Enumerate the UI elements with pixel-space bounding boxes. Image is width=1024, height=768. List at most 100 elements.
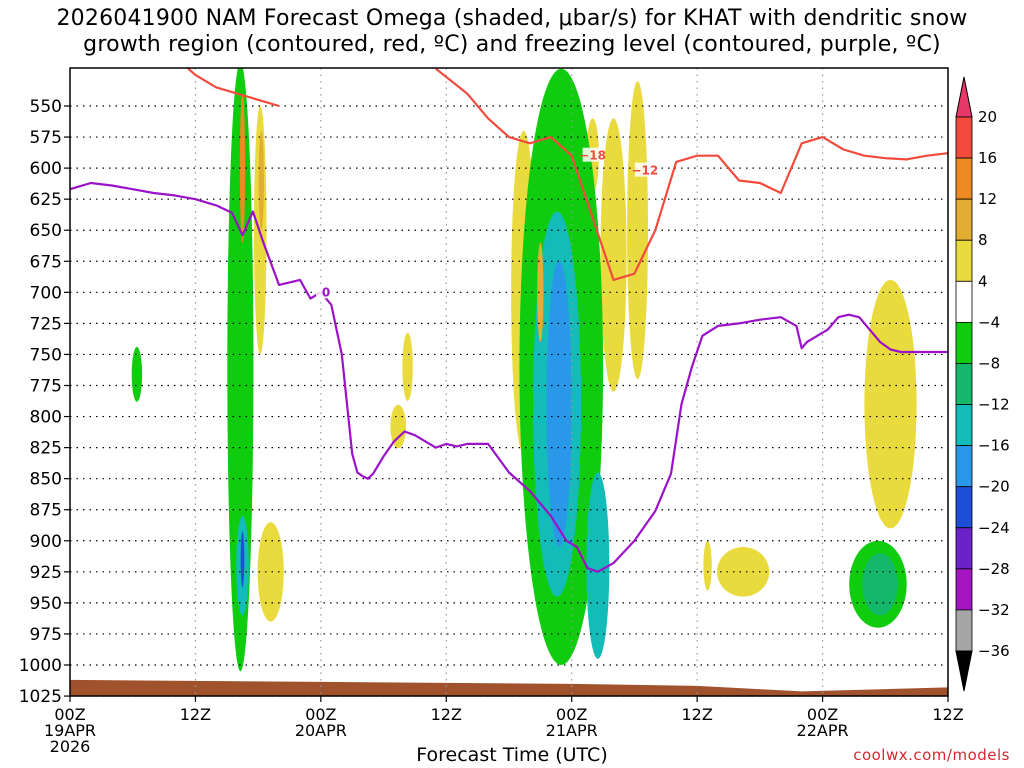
x-tick-date-24: 20APR — [295, 721, 347, 740]
x-tick-label-84: 12Z — [932, 705, 963, 724]
colorbar-label-13: −36 — [978, 642, 1010, 660]
omega-region-descent-22apr-a — [717, 546, 770, 597]
y-tick-label-875: 875 — [30, 501, 62, 521]
y-tick-label-950: 950 — [30, 594, 62, 614]
grid-layer — [70, 68, 948, 697]
colorbar-box-10 — [955, 527, 973, 570]
omega-region-ascent-max-21apr — [558, 342, 569, 442]
omega-region-descent-22apr-b — [864, 279, 917, 529]
credit-link[interactable]: coolwx.com/models — [853, 746, 1010, 764]
omega-region-descent-22apr-c — [703, 540, 712, 591]
freezing-level-contour-label-bg — [316, 284, 337, 299]
omega-region-ascent-core-22apr — [862, 553, 898, 616]
omega-region-descent-21apr-b — [600, 118, 627, 392]
y-tick-label-750: 750 — [30, 345, 62, 365]
x-tick-label-0: 00Z — [54, 705, 85, 724]
omega-shading-layer — [131, 68, 917, 672]
dgz-minus-12-contour-label: −12 — [631, 164, 658, 178]
omega-region-ascent-secondary-21apr — [586, 472, 610, 659]
y-tick-label-550: 550 — [30, 97, 62, 117]
colorbar-box-3 — [955, 239, 973, 282]
omega-region-omega-16-19apr — [239, 93, 246, 243]
colorbar-label-6: −8 — [978, 354, 1000, 372]
omega-region-descent-19apr-c — [257, 522, 284, 622]
x-tick-label-36: 12Z — [431, 705, 462, 724]
x-tick-label-12: 12Z — [180, 705, 211, 724]
omega-region-ascent-19apr-early — [131, 346, 143, 402]
omega-region-descent-21apr-c — [627, 81, 649, 380]
colorbar-box-4 — [955, 280, 973, 323]
y-tick-label-700: 700 — [30, 283, 62, 303]
y-axis: 550 575 600 625 650 675 700 725 750 775 800 825 850 8… — [19, 97, 70, 707]
dgz-minus-12-contour-label-bg — [634, 162, 655, 177]
colorbar-label-0: 20 — [978, 108, 997, 126]
colorbar-box-6 — [955, 363, 973, 405]
y-tick-label-725: 725 — [30, 314, 62, 334]
colorbar-label-1: 16 — [978, 149, 997, 167]
omega-region-descent-20apr-a — [390, 404, 407, 449]
colorbar-box-5 — [955, 321, 973, 364]
dgz-minus-18-contour-label-bg — [582, 147, 603, 162]
colorbar-box-0 — [955, 116, 973, 159]
x-tick-date-48: 21APR — [546, 721, 598, 740]
colorbar-label-7: −12 — [978, 396, 1010, 414]
omega-region-omega-12-19apr — [258, 130, 264, 231]
y-tick-label-900: 900 — [30, 532, 62, 552]
colorbar-label-9: −20 — [978, 478, 1010, 496]
freezing-level-contour — [70, 181, 948, 573]
colorbar-bottom-arrow — [955, 650, 973, 692]
dgz-minus-18-contour-label: −18 — [579, 149, 606, 163]
dgz-minus-18-contour — [185, 68, 280, 108]
omega-region-descent-20apr-b — [402, 332, 413, 402]
y-tick-label-675: 675 — [30, 252, 62, 272]
colorbar-label-5: −4 — [978, 313, 1000, 331]
x-tick-date-0: 19APR — [44, 721, 96, 740]
colorbar-label-10: −24 — [978, 519, 1010, 537]
y-tick-label-825: 825 — [30, 439, 62, 459]
terrain-layer — [70, 679, 948, 696]
colorbar-box-11 — [955, 568, 973, 611]
colorbar-label-11: −28 — [978, 560, 1010, 578]
colorbar-box-2 — [955, 198, 973, 241]
y-tick-label-800: 800 — [30, 408, 62, 428]
omega-region-ascent-max-19apr — [240, 531, 245, 588]
omega-region-omega-10-21apr — [537, 242, 544, 343]
colorbar-box-8 — [955, 445, 973, 488]
colorbar-label-2: 12 — [978, 190, 997, 208]
colorbar-label-8: −16 — [978, 437, 1010, 455]
y-tick-label-600: 600 — [30, 159, 62, 179]
y-tick-label-575: 575 — [30, 128, 62, 148]
dgz-minus-12-contour — [435, 68, 948, 281]
colorbar-box-1 — [955, 157, 973, 200]
chart-title-line1: 2026041900 NAM Forecast Omega (shaded, μ… — [56, 6, 968, 31]
y-tick-label-625: 625 — [30, 190, 62, 210]
y-tick-label-775: 775 — [30, 377, 62, 397]
y-tick-label-925: 925 — [30, 563, 62, 583]
colorbar-label-12: −32 — [978, 601, 1010, 619]
x-tick-label-72: 00Z — [807, 705, 838, 724]
freezing-level-contour-label: 0 — [322, 285, 330, 299]
x-axis-title: Forecast Time (UTC) — [416, 744, 608, 766]
colorbar-box-12 — [955, 609, 973, 652]
x-tick-label-48: 00Z — [556, 705, 587, 724]
x-tick-label-24: 00Z — [305, 705, 336, 724]
x-tick-label-60: 12Z — [681, 705, 712, 724]
x-tick-year-0: 2026 — [50, 737, 91, 756]
y-tick-label-850: 850 — [30, 470, 62, 490]
y-tick-label-1000: 1000 — [19, 656, 62, 676]
contour-layer: −18 −12 0 — [70, 68, 948, 573]
colorbar-label-4: 4 — [978, 272, 988, 290]
y-tick-label-650: 650 — [30, 221, 62, 241]
x-tick-date-72: 22APR — [797, 721, 849, 740]
terrain-ground — [70, 679, 948, 696]
y-tick-label-1025: 1025 — [19, 687, 62, 707]
colorbar: 20 16 12 8 4 −4 −8 −12 −16 −20 −24 −28 −32 −36 — [955, 76, 1010, 692]
plot-frame — [69, 67, 949, 697]
colorbar-box-7 — [955, 404, 973, 447]
chart-title-line2: growth region (contoured, red, ºC) and f… — [83, 32, 941, 57]
y-tick-label-975: 975 — [30, 625, 62, 645]
colorbar-box-9 — [955, 486, 973, 529]
colorbar-top-arrow — [955, 76, 973, 118]
